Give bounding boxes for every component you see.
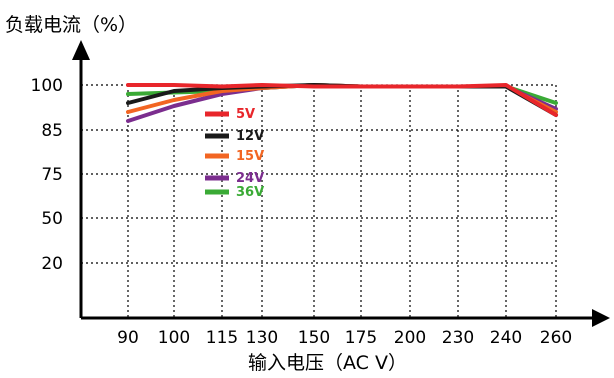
grid: [81, 84, 557, 318]
x-tick-label: 240: [490, 328, 522, 348]
series-lines: [126, 83, 558, 123]
x-tick-label: 90: [117, 328, 139, 348]
y-axis-arrow: [72, 40, 90, 60]
x-axis-title: 输入电压（AC V）: [248, 352, 407, 374]
legend-label-12V: 12V: [236, 129, 264, 144]
x-tick-label: 200: [394, 328, 426, 348]
legend-label-36V: 36V: [236, 185, 264, 200]
x-tick-label: 260: [540, 328, 572, 348]
x-tick-label: 130: [246, 328, 278, 348]
x-tick-labels: 90 100 115 130 150 175 200 230 240 260: [117, 328, 572, 348]
x-axis-arrow: [592, 309, 610, 327]
y-tick-label: 85: [41, 121, 63, 141]
legend-label-5V: 5V: [236, 107, 255, 122]
y-tick-label: 75: [41, 165, 63, 185]
y-tick-labels: 100 85 75 50 20: [31, 76, 63, 274]
y-axis-title: 负载电流（%）: [5, 14, 137, 36]
x-tick-label: 100: [158, 328, 190, 348]
x-tick-label: 115: [206, 328, 238, 348]
axes: [72, 40, 610, 327]
y-tick-label: 100: [31, 76, 63, 96]
y-tick-label: 50: [41, 209, 63, 229]
legend-label-15V: 15V: [236, 149, 264, 164]
y-tick-label: 20: [41, 254, 63, 274]
x-tick-label: 230: [442, 328, 474, 348]
x-tick-label: 175: [345, 328, 377, 348]
x-tick-label: 150: [298, 328, 330, 348]
legend-label-24V: 24V: [236, 171, 264, 186]
series-line-5V: [126, 83, 558, 117]
